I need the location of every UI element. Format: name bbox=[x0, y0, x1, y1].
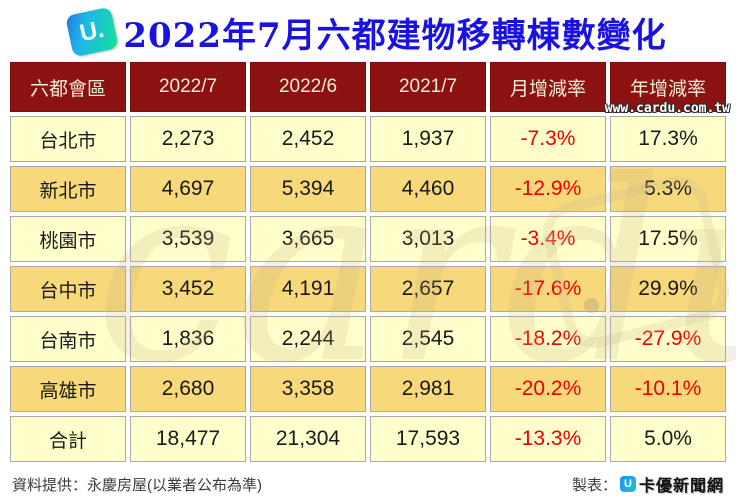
cell-mom: -12.9% bbox=[490, 166, 606, 212]
header-cell-region: 六都會區 bbox=[10, 62, 126, 112]
cell-mom: -20.2% bbox=[490, 366, 606, 412]
cell-value: 2,452 bbox=[250, 116, 366, 162]
cell-value: 2,657 bbox=[370, 266, 486, 312]
table-header-row: 六都會區 2022/7 2022/6 2021/7 月增減率 年增減率 bbox=[10, 62, 726, 112]
cell-value: 18,477 bbox=[130, 416, 246, 462]
title-bar: U. 2022年7月六都建物移轉棟數變化 bbox=[0, 0, 736, 58]
cell-yoy: 17.3% bbox=[610, 116, 726, 162]
table-row-taoyuan: 桃園市 3,539 3,665 3,013 -3.4% 17.5% bbox=[10, 216, 726, 262]
table-row-newtaipei: 新北市 4,697 5,394 4,460 -12.9% 5.3% bbox=[10, 166, 726, 212]
cell-value: 1,836 bbox=[130, 316, 246, 362]
cell-value: 2,545 bbox=[370, 316, 486, 362]
cell-yoy: -27.9% bbox=[610, 316, 726, 362]
cell-value: 5,394 bbox=[250, 166, 366, 212]
table-row-kaohsiung: 高雄市 2,680 3,358 2,981 -20.2% -10.1% bbox=[10, 366, 726, 412]
page-title: 2022年7月六都建物移轉棟數變化 bbox=[123, 15, 667, 56]
table-row-taichung: 台中市 3,452 4,191 2,657 -17.6% 29.9% bbox=[10, 266, 726, 312]
cell-region: 台南市 bbox=[10, 316, 126, 362]
building-transfer-table: 六都會區 2022/7 2022/6 2021/7 月增減率 年增減率 台北市 … bbox=[6, 58, 730, 466]
cell-value: 17,593 bbox=[370, 416, 486, 462]
cell-value: 3,665 bbox=[250, 216, 366, 262]
cell-value: 2,981 bbox=[370, 366, 486, 412]
cell-region: 桃園市 bbox=[10, 216, 126, 262]
cell-value: 3,539 bbox=[130, 216, 246, 262]
cell-mom: -3.4% bbox=[490, 216, 606, 262]
cardu-logo-icon: U. bbox=[65, 6, 120, 58]
cell-value: 4,460 bbox=[370, 166, 486, 212]
cell-value: 3,452 bbox=[130, 266, 246, 312]
footer: 資料提供：永慶房屋(以業者公布為準) 製表： U 卡優新聞網 bbox=[0, 466, 736, 496]
cell-yoy: -10.1% bbox=[610, 366, 726, 412]
cell-yoy: 17.5% bbox=[610, 216, 726, 262]
cell-value: 1,937 bbox=[370, 116, 486, 162]
cell-value: 21,304 bbox=[250, 416, 366, 462]
table-row-total: 合計 18,477 21,304 17,593 -13.3% 5.0% bbox=[10, 416, 726, 462]
cell-region: 高雄市 bbox=[10, 366, 126, 412]
maker-name: 卡優新聞網 bbox=[638, 478, 724, 495]
table-row-taipei: 台北市 2,273 2,452 1,937 -7.3% 17.3% bbox=[10, 116, 726, 162]
cell-mom: -18.2% bbox=[490, 316, 606, 362]
cell-yoy: 29.9% bbox=[610, 266, 726, 312]
cell-yoy: 5.0% bbox=[610, 416, 726, 462]
cell-region: 合計 bbox=[10, 416, 126, 462]
cell-region: 台中市 bbox=[10, 266, 126, 312]
cell-value: 2,273 bbox=[130, 116, 246, 162]
table-row-tainan: 台南市 1,836 2,244 2,545 -18.2% -27.9% bbox=[10, 316, 726, 362]
cell-value: 4,191 bbox=[250, 266, 366, 312]
cell-value: 3,013 bbox=[370, 216, 486, 262]
cell-yoy: 5.3% bbox=[610, 166, 726, 212]
cell-region: 新北市 bbox=[10, 166, 126, 212]
header-cell-2021-7: 2021/7 bbox=[370, 62, 486, 112]
cell-value: 4,697 bbox=[130, 166, 246, 212]
maker-label: 製表： bbox=[571, 476, 617, 494]
header-cell-mom: 月增減率 bbox=[490, 62, 606, 112]
maker-credit: 製表： U 卡優新聞網 bbox=[572, 472, 724, 496]
cell-mom: -13.3% bbox=[490, 416, 606, 462]
cell-value: 2,680 bbox=[130, 366, 246, 412]
cell-mom: -17.6% bbox=[490, 266, 606, 312]
cell-mom: -7.3% bbox=[490, 116, 606, 162]
cell-region: 台北市 bbox=[10, 116, 126, 162]
header-cell-2022-7: 2022/7 bbox=[130, 62, 246, 112]
header-cell-yoy: 年增減率 bbox=[610, 62, 726, 112]
header-cell-2022-6: 2022/6 bbox=[250, 62, 366, 112]
cardu-news-logo-icon: U bbox=[619, 476, 636, 492]
cell-value: 2,244 bbox=[250, 316, 366, 362]
data-source-note: 資料提供：永慶房屋(以業者公布為準) bbox=[12, 476, 262, 494]
cell-value: 3,358 bbox=[250, 366, 366, 412]
